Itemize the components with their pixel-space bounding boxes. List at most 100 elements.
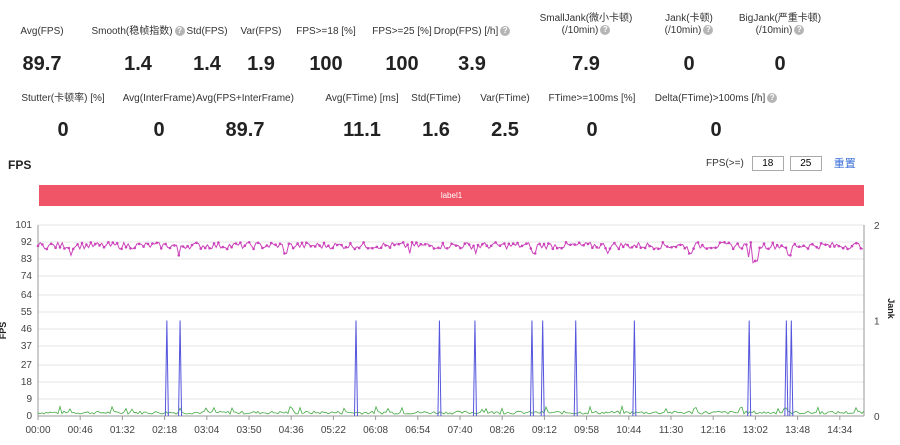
x-tick-label: 09:58 — [574, 425, 599, 436]
reset-button[interactable]: 重置 — [833, 158, 856, 170]
fps-point — [371, 246, 374, 250]
fps-point — [362, 241, 365, 244]
stat-value: 100 — [385, 53, 419, 75]
fps-point — [107, 241, 110, 244]
y-tick-label: 101 — [15, 220, 32, 231]
x-tick-label: 04:36 — [279, 425, 304, 436]
x-tick-label: 11:30 — [659, 425, 684, 436]
fps-point — [252, 247, 255, 251]
y-tick-label: 0 — [26, 411, 32, 422]
x-tick-label: 14:34 — [827, 425, 852, 436]
fps-point — [318, 244, 321, 247]
help-icon[interactable]: ? — [500, 26, 511, 37]
help-icon[interactable]: ? — [600, 25, 611, 36]
fps-point — [146, 242, 150, 246]
fps-point — [846, 247, 849, 251]
fps-point — [186, 244, 189, 248]
fps-point — [190, 243, 194, 247]
fps-point — [837, 244, 841, 248]
fps-point — [507, 242, 511, 246]
jank-spike — [747, 320, 752, 417]
fps-point — [401, 241, 405, 244]
fps-point — [454, 244, 458, 247]
fps-point — [696, 241, 700, 244]
fps-point — [36, 244, 40, 248]
fps-point — [384, 244, 387, 247]
fps-point — [784, 246, 788, 249]
fps-point — [247, 241, 251, 244]
fps-point — [393, 243, 396, 247]
fps-point — [635, 245, 638, 249]
fps-point — [415, 241, 418, 244]
jank-spike — [164, 320, 169, 417]
right-y-tick-label: 1 — [874, 317, 880, 328]
fps-point — [353, 247, 357, 251]
fps-point — [731, 247, 735, 251]
fps-point — [137, 242, 141, 246]
stat-item: Drop(FPS) [/h]? 3.9 — [402, 26, 542, 106]
fps-point — [287, 242, 291, 246]
x-tick-label: 06:08 — [363, 425, 388, 436]
fps-point — [76, 243, 79, 246]
fps-point — [124, 246, 128, 249]
help-icon[interactable]: ? — [703, 25, 714, 36]
fps-threshold-controls: FPS(>=) 重置 — [706, 155, 856, 171]
fps-point — [736, 242, 739, 245]
x-tick-label: 03:50 — [236, 425, 261, 436]
fps-point — [300, 241, 304, 245]
fps-threshold-input-1[interactable] — [751, 155, 784, 171]
fps-point — [129, 247, 132, 250]
stat-item: BigJank(严重卡顿) (/10min)? 0 — [710, 13, 850, 93]
fps-point — [555, 246, 559, 250]
fps-point — [683, 247, 687, 250]
stat-label: Var(FPS) — [240, 26, 282, 37]
stat-label-unit: (/10min) — [755, 25, 793, 36]
fps-point — [626, 243, 629, 247]
fps-point — [670, 246, 673, 249]
x-tick-label: 05:22 — [321, 425, 346, 436]
fps-threshold-input-2[interactable] — [789, 155, 822, 171]
x-tick-label: 02:18 — [152, 425, 177, 436]
fps-point — [533, 252, 537, 255]
fps-point — [164, 242, 167, 246]
help-icon[interactable]: ? — [794, 25, 805, 36]
fps-point — [749, 241, 753, 244]
stat-item: Std(FPS) 1.4 — [137, 26, 277, 106]
x-tick-label: 09:12 — [532, 425, 557, 436]
fps-point — [824, 243, 827, 246]
fps-point — [89, 241, 93, 244]
fps-point — [177, 254, 181, 257]
fps-point — [516, 241, 519, 245]
x-tick-label: 00:00 — [25, 425, 50, 436]
fps-point — [679, 243, 682, 247]
stat-label: BigJank(严重卡顿) — [738, 13, 822, 24]
fps-point — [217, 241, 220, 244]
help-icon[interactable]: ? — [767, 93, 778, 104]
fps-point — [428, 244, 431, 248]
y-tick-label: 74 — [21, 271, 33, 282]
fps-point — [274, 243, 277, 246]
fps-point — [159, 247, 163, 250]
help-icon[interactable]: ? — [174, 26, 185, 37]
fps-point — [208, 247, 211, 250]
fps-point — [467, 243, 471, 246]
fps-point — [445, 247, 449, 250]
stat-label: Avg(FPS+InterFrame) — [196, 93, 294, 104]
stat-label-unit: (/10min) — [561, 25, 599, 36]
fps-point — [49, 242, 53, 246]
stat-item: FPS>=25 [%] 100 — [332, 26, 472, 106]
y-tick-label: 83 — [21, 254, 33, 265]
fps-point — [67, 246, 71, 250]
fps-point — [709, 246, 713, 250]
fps-point — [410, 241, 414, 244]
fps-point — [340, 243, 343, 247]
fps-point — [115, 241, 119, 245]
y-tick-label: 92 — [21, 237, 33, 248]
fps-point — [828, 245, 832, 248]
fps-point — [173, 244, 176, 247]
fps-point — [331, 246, 335, 250]
fps-point — [309, 245, 313, 248]
fps-point — [269, 241, 273, 245]
fps-point — [397, 242, 401, 246]
fps-point — [850, 244, 854, 248]
